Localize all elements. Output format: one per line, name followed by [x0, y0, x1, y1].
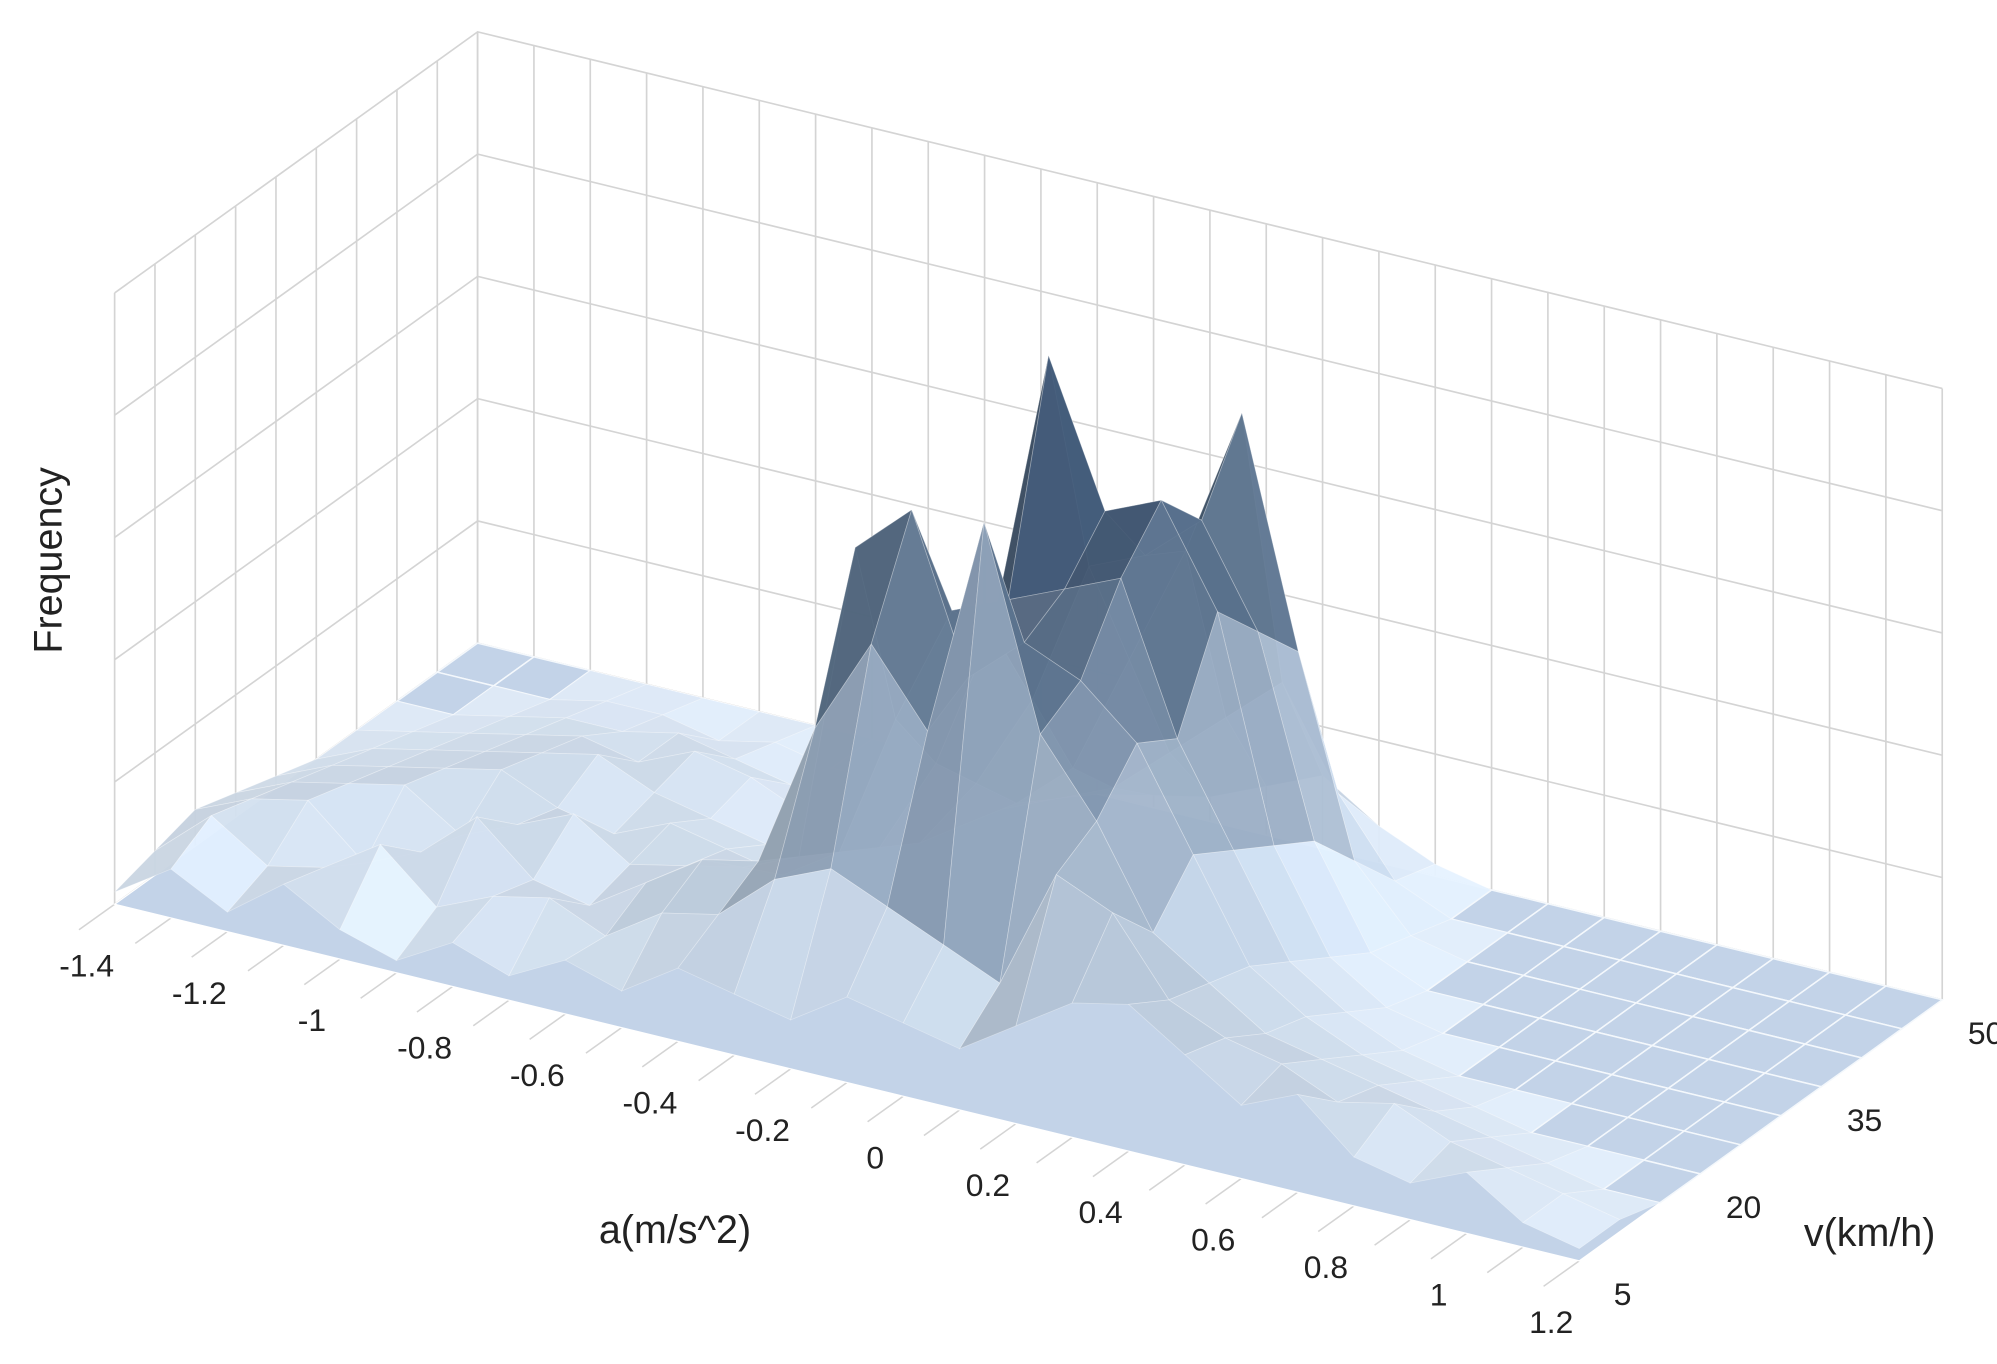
floor-tick: [472, 999, 510, 1027]
floor-tick: [360, 972, 397, 999]
labels: -1.4 -1.2 -1 -0.8 -0.6 -0.4 -0.2 0 0.2 0.4 0.6 0.8 1…: [59, 947, 1997, 1340]
x-tick-label: 0.6: [1191, 1222, 1235, 1258]
floor-tick: [78, 903, 116, 931]
floor-tick: [867, 1095, 904, 1123]
floor-tick: [1543, 1260, 1580, 1287]
y-tick-label: 20: [1726, 1189, 1761, 1225]
grid-line: [114, 30, 1943, 390]
floor-tick: [1205, 1177, 1242, 1205]
floor-tick: [1430, 1232, 1468, 1260]
floor-tick: [1092, 1150, 1130, 1178]
y-tick-label: 5: [1614, 1276, 1632, 1312]
grid-line: [114, 275, 1943, 634]
floor-tick: [810, 1081, 848, 1109]
y-tick-label: 35: [1847, 1102, 1882, 1138]
floor-tick: [641, 1040, 679, 1068]
floor-tick: [1374, 1219, 1411, 1246]
x-tick-label: -1.2: [172, 975, 227, 1011]
y-axis-title: v(km/h): [1804, 1211, 1936, 1255]
x-tick-label: -0.2: [735, 1112, 790, 1148]
floor-tick: [1036, 1136, 1073, 1164]
floor-tick: [247, 944, 285, 972]
z-axis-title: Frequency: [26, 467, 70, 654]
floor-tick: [1261, 1191, 1299, 1219]
grid-line: [114, 153, 1943, 512]
x-tick-label: 0.2: [966, 1167, 1010, 1203]
grid-line: [114, 397, 1943, 757]
grid-line: [114, 519, 1943, 879]
x-tick-label: -0.8: [397, 1030, 452, 1066]
floor-tick: [1486, 1246, 1524, 1274]
floor-tick: [754, 1068, 792, 1095]
surface-patch: [1561, 1188, 1662, 1220]
x-tick-label: 1: [1430, 1276, 1448, 1312]
floor-tick: [191, 931, 228, 958]
floor-tick: [1148, 1164, 1186, 1191]
x-tick-label: -0.4: [623, 1084, 678, 1120]
floor-tick: [1317, 1205, 1355, 1233]
x-axis-title: a(m/s^2): [599, 1208, 751, 1252]
x-tick-label: -1: [298, 1002, 326, 1038]
floor-tick: [303, 958, 341, 986]
floor-tick: [134, 917, 172, 945]
x-tick-label: 0.4: [1078, 1194, 1122, 1230]
floor-tick: [416, 985, 454, 1013]
surface: [114, 354, 1945, 1250]
floor-tick: [698, 1054, 735, 1082]
x-tick-label: 0.8: [1304, 1249, 1348, 1285]
floor-tick: [585, 1027, 623, 1054]
floor-tick: [923, 1109, 961, 1137]
floor-tick: [979, 1123, 1017, 1150]
x-tick-label: -1.4: [59, 947, 114, 983]
x-tick-label: -0.6: [510, 1057, 565, 1093]
y-tick-label: 50: [1968, 1015, 1997, 1051]
surface-patch: [1522, 1193, 1621, 1250]
x-tick-label: 1.2: [1529, 1304, 1573, 1340]
x-tick-label: 0: [866, 1139, 884, 1175]
floor-tick: [529, 1013, 566, 1041]
